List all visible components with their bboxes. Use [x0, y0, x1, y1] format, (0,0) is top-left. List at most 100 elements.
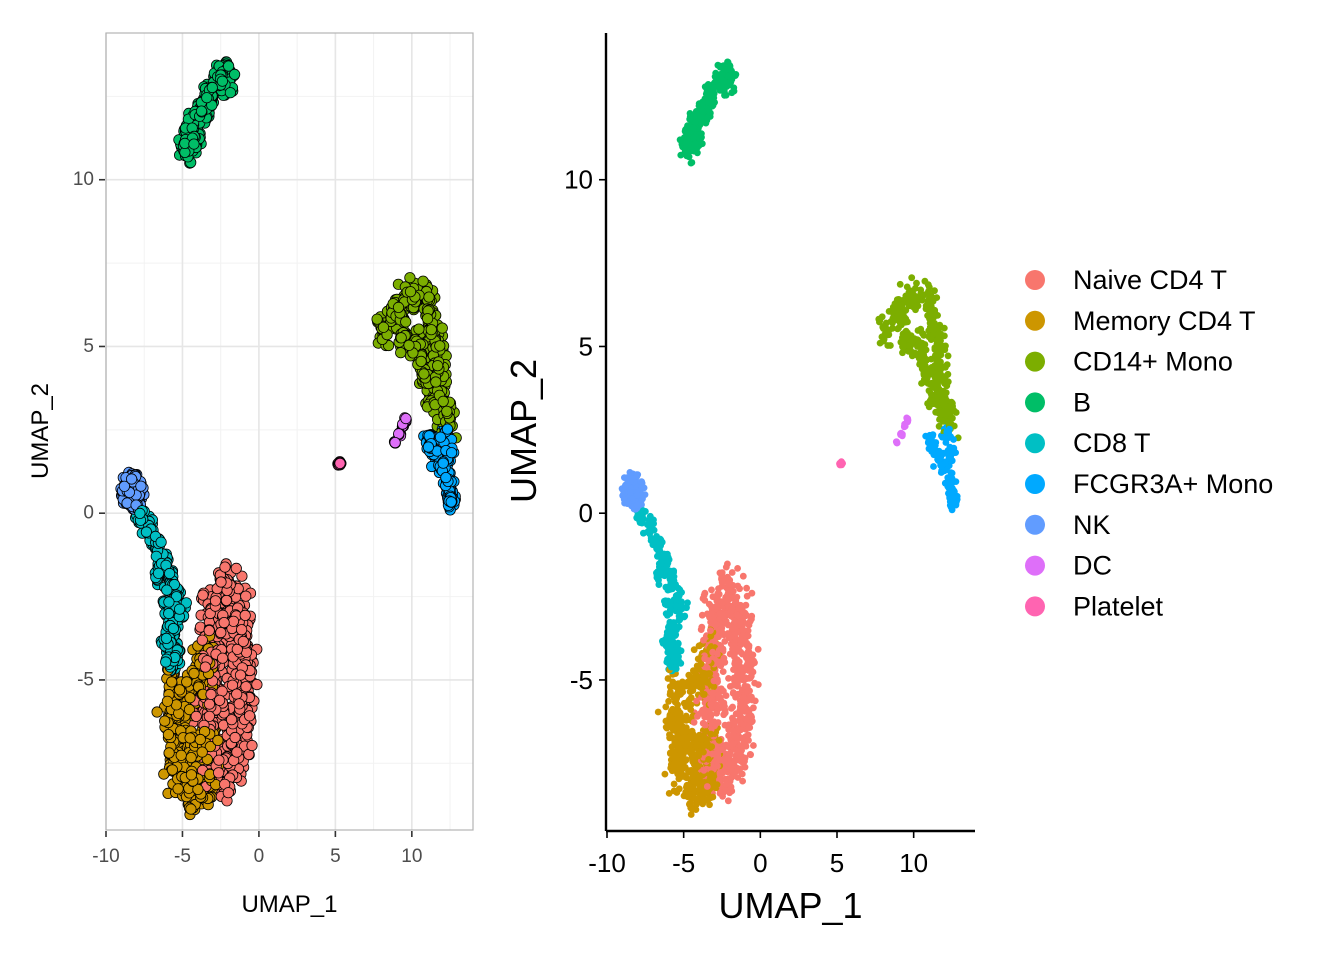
left-y-axis-title: UMAP_2: [27, 383, 54, 479]
point: [167, 677, 177, 687]
point: [238, 636, 248, 646]
point: [419, 369, 429, 379]
point: [747, 694, 754, 701]
point: [687, 706, 694, 713]
point: [717, 63, 724, 70]
point: [696, 643, 703, 650]
point: [186, 804, 196, 814]
point: [225, 88, 235, 98]
point: [895, 325, 902, 332]
point: [216, 627, 226, 637]
point: [442, 406, 452, 416]
point: [241, 682, 251, 692]
point: [734, 594, 741, 601]
point: [204, 625, 214, 635]
point: [736, 605, 743, 612]
point: [197, 635, 207, 645]
point: [228, 616, 238, 626]
point: [438, 396, 448, 406]
point: [708, 587, 715, 594]
point: [164, 748, 174, 758]
point: [722, 722, 729, 729]
point: [926, 387, 933, 394]
point: [390, 437, 400, 447]
point: [897, 281, 904, 288]
y-tick-label: -5: [77, 669, 94, 690]
point: [234, 699, 244, 709]
point: [755, 646, 762, 653]
point: [185, 733, 195, 743]
point: [405, 287, 415, 297]
point: [221, 595, 231, 605]
point: [683, 713, 690, 720]
point: [725, 675, 732, 682]
point: [426, 325, 436, 335]
point: [745, 731, 752, 738]
point: [941, 325, 948, 332]
point: [213, 768, 223, 778]
point: [186, 752, 196, 762]
point: [198, 590, 208, 600]
point: [232, 747, 242, 757]
left-x-axis-title: UMAP_1: [241, 891, 337, 918]
point: [401, 413, 411, 423]
point: [216, 577, 226, 587]
x-tick-label: -5: [174, 846, 191, 867]
point: [734, 565, 741, 572]
point: [743, 743, 750, 750]
point: [252, 679, 262, 689]
point: [922, 278, 929, 285]
point: [934, 338, 941, 345]
point: [213, 735, 223, 745]
point: [207, 82, 217, 92]
point: [226, 715, 236, 725]
point: [136, 481, 146, 491]
point: [247, 740, 257, 750]
point: [197, 747, 207, 757]
point: [666, 790, 673, 797]
point: [725, 597, 732, 604]
y-tick-label: 10: [73, 169, 94, 190]
point: [728, 705, 735, 712]
point: [174, 685, 184, 695]
point: [722, 710, 729, 717]
point: [728, 608, 735, 615]
point: [740, 573, 747, 580]
point: [671, 781, 678, 788]
point: [173, 784, 183, 794]
point: [396, 333, 406, 343]
point: [887, 342, 894, 349]
point: [655, 709, 662, 716]
y-tick-label: 0: [83, 503, 94, 524]
point: [186, 770, 196, 780]
point: [241, 591, 251, 601]
point: [210, 596, 220, 606]
point: [189, 668, 199, 678]
point: [638, 517, 645, 524]
point: [706, 801, 713, 808]
point: [438, 458, 448, 468]
point: [418, 276, 428, 286]
point: [423, 442, 433, 452]
point: [950, 436, 957, 443]
point: [932, 352, 939, 359]
point: [236, 625, 246, 635]
point: [442, 424, 452, 434]
point: [405, 273, 415, 283]
point: [945, 353, 952, 360]
point: [431, 377, 441, 387]
point: [719, 793, 726, 800]
point: [932, 409, 939, 416]
point: [152, 707, 162, 717]
point: [196, 106, 206, 116]
point: [437, 323, 447, 333]
point: [424, 292, 434, 302]
point: [720, 668, 727, 675]
x-tick-label: 0: [254, 846, 265, 867]
point: [446, 497, 456, 507]
point: [744, 593, 751, 600]
point: [174, 604, 184, 614]
point: [230, 732, 240, 742]
